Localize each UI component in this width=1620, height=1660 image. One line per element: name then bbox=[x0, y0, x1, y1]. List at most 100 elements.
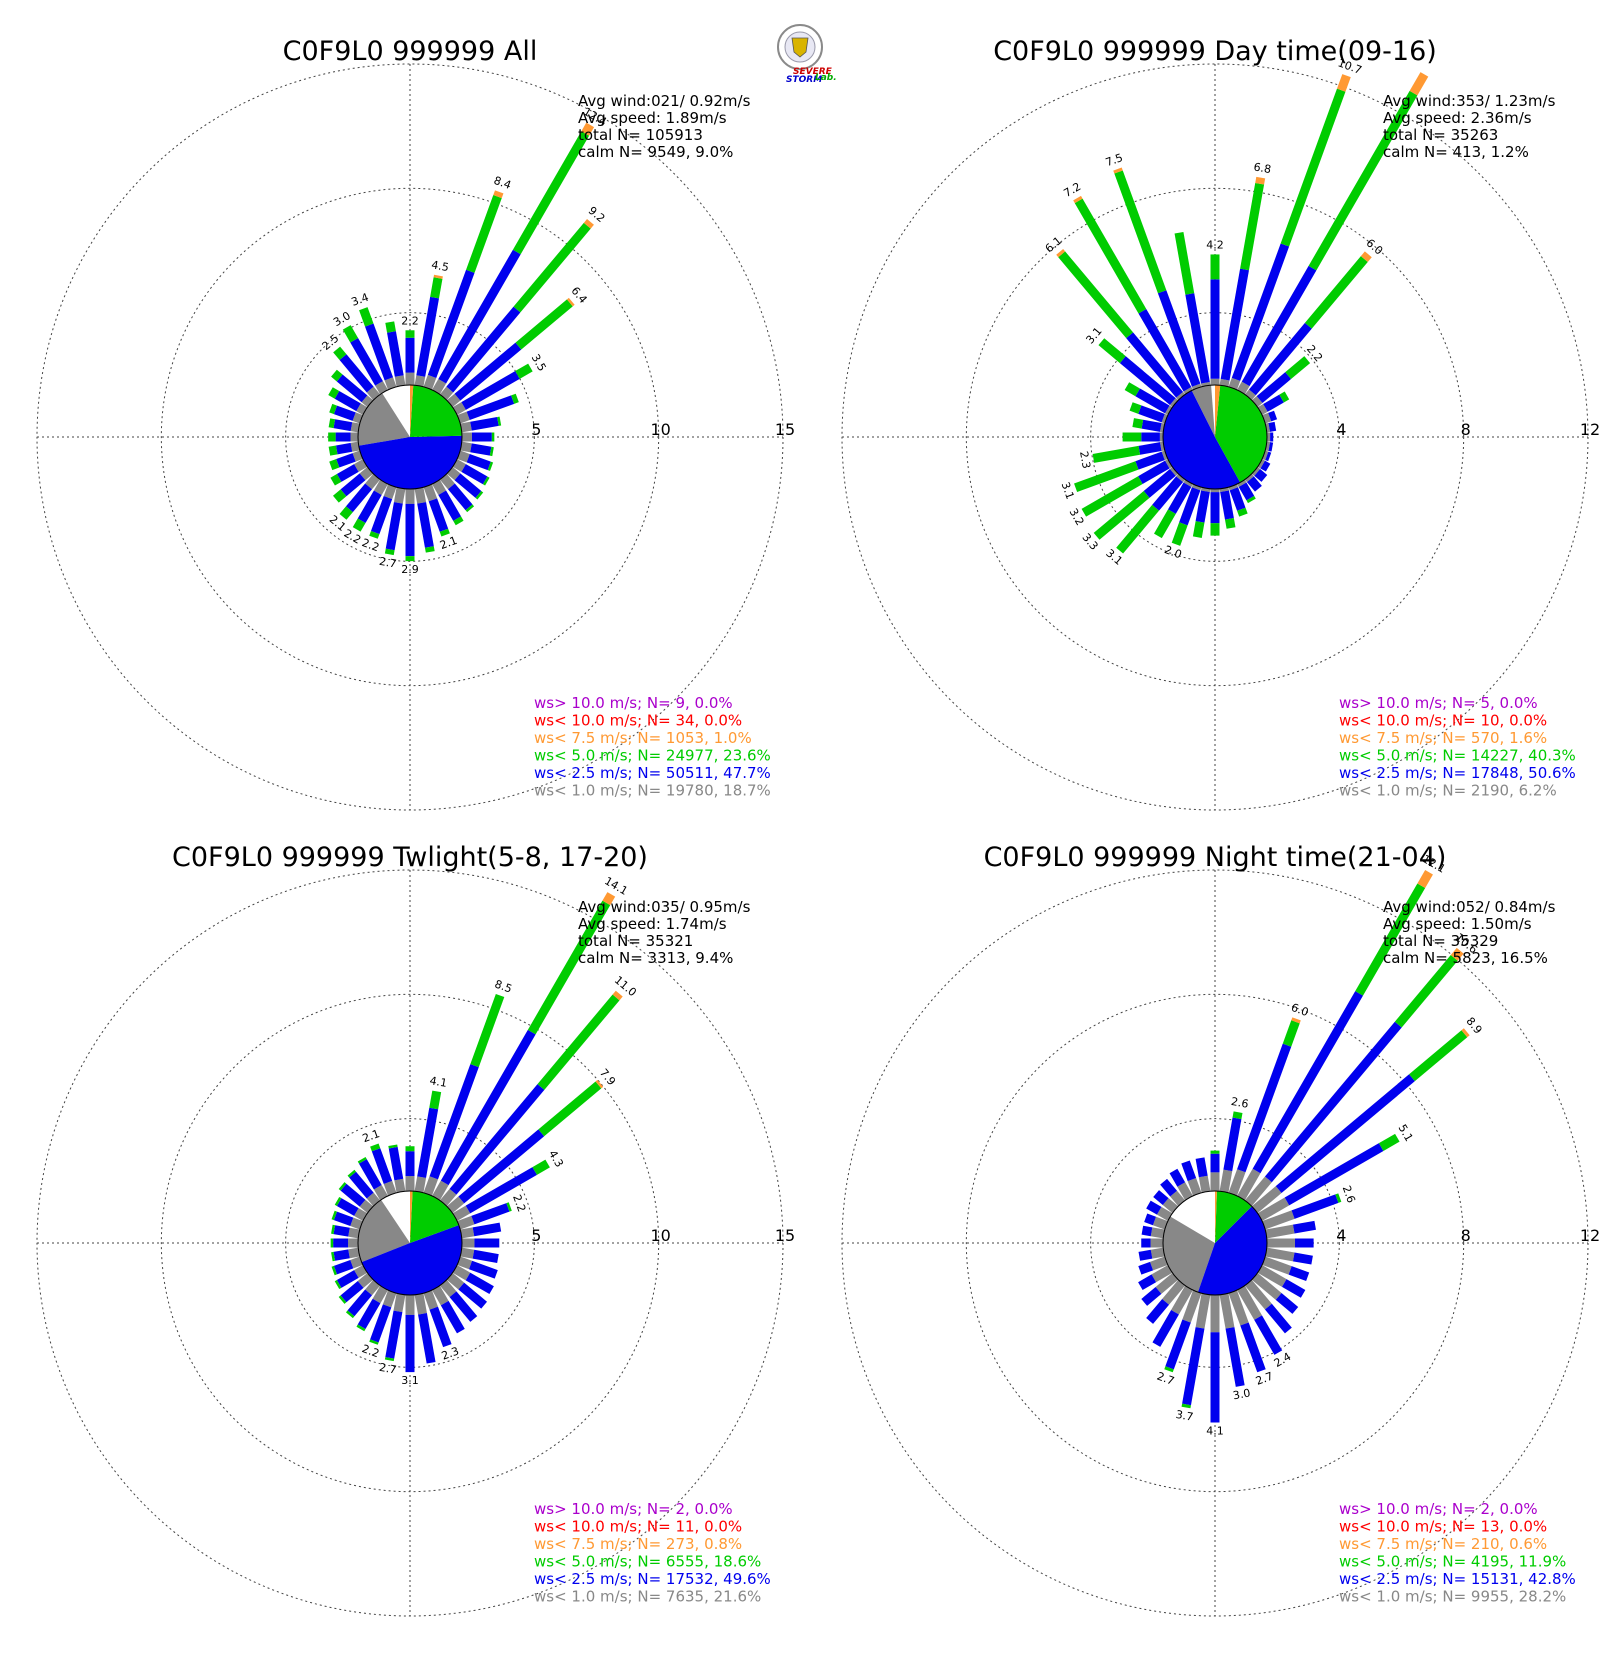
bar-segment-230 bbox=[1169, 466, 1179, 476]
bar-segment-350 bbox=[1200, 381, 1211, 387]
bar-segment-190 bbox=[1195, 1293, 1211, 1329]
bar-segment-240 bbox=[336, 464, 359, 482]
bar-segment-50 bbox=[454, 342, 522, 401]
bar-value-label: 6.8 bbox=[1253, 160, 1272, 176]
pie-slice-4 bbox=[1215, 1191, 1217, 1243]
bar-segment-290 bbox=[1152, 1216, 1168, 1230]
legend-lt7_5: ws< 7.5 m/s; N= 273, 0.8% bbox=[534, 1535, 742, 1553]
bar-segment-260 bbox=[335, 442, 353, 455]
rtick-3: 12 bbox=[1580, 420, 1600, 439]
avg-speed: Avg speed: 1.89m/s bbox=[578, 109, 727, 127]
calm-n: calm N= 5823, 16.5% bbox=[1383, 949, 1548, 967]
bar-value-label: 7.5 bbox=[1104, 151, 1125, 169]
bar-segment-200 bbox=[370, 1304, 392, 1343]
bar-segment-10 bbox=[1255, 176, 1266, 185]
bar-segment-320 bbox=[1170, 1190, 1186, 1207]
bar-segment-30 bbox=[1237, 1168, 1261, 1201]
bar-segment-160 bbox=[423, 1290, 438, 1310]
bar-segment-70 bbox=[457, 411, 470, 424]
bar-segment-320 bbox=[366, 386, 381, 401]
bar-segment-330 bbox=[342, 325, 359, 343]
bar-segment-110 bbox=[469, 1260, 498, 1279]
bar-segment-100 bbox=[1265, 1247, 1295, 1262]
bar-segment-240 bbox=[354, 1265, 368, 1278]
legend-gt10: ws> 10.0 m/s; N= 2, 0.0% bbox=[1339, 1500, 1538, 1518]
bar-segment-320 bbox=[1056, 249, 1066, 258]
bar-segment-290 bbox=[333, 1211, 354, 1227]
bar-segment-20 bbox=[1282, 1020, 1300, 1047]
bar-segment-320 bbox=[347, 1169, 357, 1178]
bar-segment-210 bbox=[1183, 479, 1193, 487]
bar-segment-310 bbox=[1098, 338, 1126, 364]
bar-segment-230 bbox=[332, 489, 347, 503]
legend-lt10: ws< 10.0 m/s; N= 10, 0.0% bbox=[1339, 712, 1547, 730]
bar-segment-190 bbox=[384, 548, 395, 556]
bar-segment-230 bbox=[357, 1272, 374, 1288]
bar-segment-300 bbox=[356, 403, 368, 415]
bar-segment-220 bbox=[1152, 476, 1184, 511]
bar-segment-10 bbox=[416, 296, 440, 377]
total-n: total N= 105913 bbox=[578, 126, 703, 144]
bar-segment-150 bbox=[432, 479, 447, 496]
bar-segment-170 bbox=[1219, 1293, 1235, 1329]
bar-segment-230 bbox=[340, 1280, 364, 1303]
polar-grid bbox=[841, 869, 1589, 1617]
bar-segment-340 bbox=[371, 1148, 393, 1184]
bar-segment-10 bbox=[430, 277, 443, 299]
bar-segment-310 bbox=[340, 1183, 366, 1207]
bar-segment-160 bbox=[1228, 484, 1239, 491]
bar-segment-50 bbox=[1256, 372, 1292, 404]
bar-segment-290 bbox=[1138, 405, 1165, 423]
legend-lt2_5: ws< 2.5 m/s; N= 17848, 50.6% bbox=[1339, 764, 1576, 782]
bar-value-label: 2.7 bbox=[1155, 1370, 1176, 1388]
bar-segment-30 bbox=[1241, 265, 1317, 387]
rtick-1: 5 bbox=[531, 1226, 541, 1245]
bar-segment-230 bbox=[338, 1295, 347, 1304]
bar-segment-130 bbox=[1251, 466, 1261, 476]
bar-segment-230 bbox=[340, 473, 366, 497]
pie-slice-3 bbox=[1215, 385, 1268, 483]
bar-segment-140 bbox=[449, 1291, 478, 1322]
bar-segment-30 bbox=[1237, 381, 1250, 395]
bar-segment-290 bbox=[350, 1217, 363, 1230]
bar-segment-110 bbox=[466, 453, 491, 471]
bar-segment-290 bbox=[331, 1210, 337, 1221]
pie-slice-4 bbox=[410, 385, 414, 437]
bar-segment-60 bbox=[452, 402, 466, 415]
bar-segment-220 bbox=[339, 506, 353, 520]
bar-segment-290 bbox=[352, 412, 363, 424]
bar-segment-190 bbox=[1200, 487, 1211, 493]
bar-segment-50 bbox=[1409, 1030, 1468, 1082]
logo-word-severe: SEVERE bbox=[793, 67, 833, 77]
bar-segment-310 bbox=[1153, 1190, 1169, 1206]
bar-segment-30 bbox=[1417, 869, 1433, 888]
pie-slice-0 bbox=[382, 385, 410, 437]
bar-segment-50 bbox=[1275, 1074, 1415, 1194]
bar-segment-200 bbox=[382, 1290, 397, 1308]
bar-segment-200 bbox=[1171, 522, 1188, 546]
bar-segment-330 bbox=[1169, 1168, 1186, 1187]
direction-bars bbox=[330, 892, 623, 1373]
bar-segment-160 bbox=[423, 484, 438, 502]
bar-segment-260 bbox=[1138, 1249, 1153, 1261]
legend-lt1: ws< 1.0 m/s; N= 19780, 18.7% bbox=[534, 782, 771, 800]
bar-segment-220 bbox=[345, 483, 373, 513]
bar-segment-300 bbox=[1135, 388, 1170, 414]
bar-segment-70 bbox=[511, 393, 519, 404]
bar-value-label: 8.5 bbox=[493, 977, 514, 995]
bar-segment-310 bbox=[331, 369, 343, 382]
bar-segment-340 bbox=[1114, 170, 1167, 294]
bar-segment-110 bbox=[1262, 450, 1269, 461]
bar-segment-350 bbox=[1185, 293, 1210, 384]
bar-segment-100 bbox=[1292, 1252, 1313, 1265]
summary-stats: Avg wind:035/ 0.95m/s Avg speed: 1.74m/s… bbox=[578, 898, 751, 967]
bar-segment-280 bbox=[328, 418, 336, 429]
bar-segment-30 bbox=[1252, 991, 1364, 1174]
bar-segment-300 bbox=[334, 1196, 342, 1206]
avg-wind: Avg wind:052/ 0.84m/s bbox=[1383, 898, 1556, 916]
direction-bars bbox=[1056, 72, 1429, 554]
bar-segment-50 bbox=[446, 1196, 465, 1214]
bar-segment-120 bbox=[1282, 1279, 1306, 1298]
bar-segment-310 bbox=[361, 395, 374, 408]
rose-panel-all: 2.24.58.412.49.26.43.52.12.92.72.22.22.1… bbox=[36, 36, 795, 811]
